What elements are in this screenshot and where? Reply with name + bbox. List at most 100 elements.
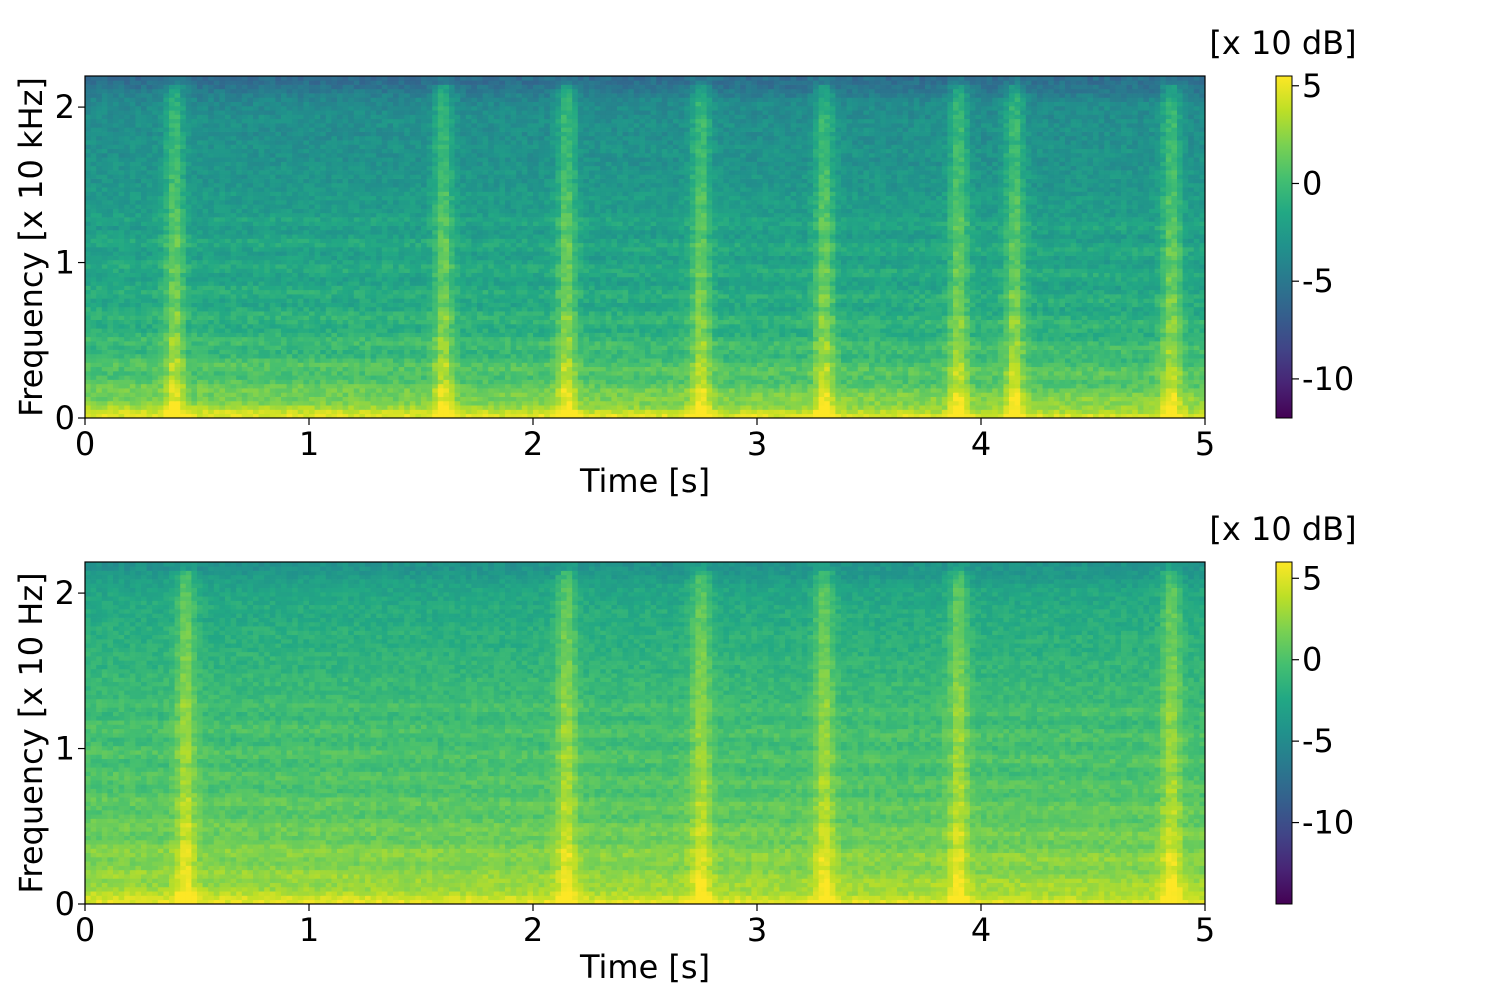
x-axis-label-1: Time [s]: [579, 462, 710, 500]
spectrogram-row: [85, 839, 1205, 845]
spectrogram-row: [85, 617, 1205, 623]
spectrogram-row: [85, 660, 1205, 665]
spectrogram-row: [85, 741, 1205, 747]
spectrogram-row: [85, 221, 1205, 226]
spectrogram-row: [85, 827, 1205, 832]
spectrogram-row: [85, 311, 1205, 316]
spectrogram-row: [85, 375, 1205, 380]
spectrogram-row: [85, 388, 1205, 393]
spectrogram-row: [85, 298, 1205, 303]
spectrogram-row: [85, 668, 1205, 674]
spectrogram-row: [85, 396, 1205, 402]
spectrogram-row: [85, 289, 1205, 295]
spectrogram-row: [85, 118, 1205, 124]
spectrogram-row: [85, 767, 1205, 772]
spectrogram-row: [85, 259, 1205, 265]
spectrogram-row: [85, 750, 1205, 755]
spectrogram-row: [85, 844, 1205, 849]
spectrogram-row: [85, 93, 1205, 98]
plot-frame-1: [84, 75, 1206, 419]
spectrogram-row: [85, 656, 1205, 661]
y-tick-label: 0: [55, 885, 75, 923]
spectrogram-row: [85, 157, 1205, 162]
spectrogram-row: [85, 707, 1205, 712]
spectrogram-row: [85, 255, 1205, 261]
spectrogram-row: [85, 182, 1205, 188]
spectrogram-row: [85, 835, 1205, 841]
spectrogram-row: [85, 694, 1205, 700]
spectrogram-row: [85, 276, 1205, 282]
spectrogram-row: [85, 805, 1205, 811]
y-axis-label-2: Frequency [x 10 Hz]: [12, 572, 50, 893]
spectrogram-row: [85, 110, 1205, 115]
colorbar-1: [1275, 75, 1293, 419]
spectrogram-row: [85, 861, 1205, 866]
x-tick-label: 3: [747, 911, 767, 949]
spectrogram-row: [85, 591, 1205, 597]
spectrogram-row: [85, 105, 1205, 111]
spectrogram-row: [85, 762, 1205, 768]
spectrogram-row: [85, 281, 1205, 286]
spectrogram-row: [85, 681, 1205, 687]
spectrogram-row: [85, 229, 1205, 235]
spectrogram-row: [85, 217, 1205, 222]
y-tick-label: 2: [55, 574, 75, 612]
spectrogram-row: [85, 788, 1205, 794]
spectrogram-row: [85, 797, 1205, 802]
spectrogram-row: [85, 336, 1205, 342]
spectrogram-row: [85, 733, 1205, 738]
colorbar-label-2: [x 10 dB]: [1209, 510, 1356, 548]
y-tick-label: 1: [55, 730, 75, 768]
spectrogram-row: [85, 225, 1205, 231]
spectrogram-row: [85, 792, 1205, 798]
spectrogram-row: [85, 604, 1205, 610]
spectrogram-row: [85, 400, 1205, 406]
spectrogram-row: [85, 131, 1205, 137]
colorbar-2: [1275, 561, 1293, 905]
spectrogram-row: [85, 865, 1205, 871]
spectrogram-row: [85, 570, 1205, 576]
spectrogram-row: [85, 775, 1205, 781]
spectrogram-row: [85, 178, 1205, 184]
spectrogram-row: [85, 319, 1205, 325]
spectrogram-row: [85, 140, 1205, 145]
x-tick-label: 0: [75, 911, 95, 949]
spectrogram-row: [85, 895, 1205, 901]
spectrogram-row: [85, 626, 1205, 631]
spectrogram-row: [85, 587, 1205, 593]
spectrogram-row: [85, 195, 1205, 201]
x-tick-label: 2: [523, 425, 543, 463]
spectrogram-row: [85, 76, 1205, 81]
x-tick-label: 3: [747, 425, 767, 463]
plot-frame-2: [84, 561, 1206, 905]
spectrogram-row: [85, 345, 1205, 350]
spectrogram-row: [85, 409, 1205, 415]
spectrogram-row: [85, 664, 1205, 670]
spectrogram-row: [85, 332, 1205, 338]
x-tick-label: 1: [299, 911, 319, 949]
spectrogram-row: [85, 370, 1205, 376]
spectrogram-row: [85, 323, 1205, 329]
colorbar-tick-label: -5: [1302, 262, 1334, 300]
x-tick-label: 4: [971, 911, 991, 949]
spectrogram-row: [85, 583, 1205, 588]
spectrogram-row: [85, 114, 1205, 120]
spectrogram-row: [85, 383, 1205, 389]
colorbar-tick-label: 0: [1302, 164, 1322, 202]
spectrogram-row: [85, 600, 1205, 606]
spectrogram-row: [85, 362, 1205, 368]
y-axis-label-1: Frequency [x 10 kHz]: [12, 77, 50, 417]
y-tick-label: 2: [55, 88, 75, 126]
spectrogram-row: [85, 566, 1205, 571]
y-tick-label: 1: [55, 244, 75, 282]
spectrogram-row: [85, 238, 1205, 244]
spectrogram-row: [85, 242, 1205, 248]
colorbar-tick-label: 0: [1302, 641, 1322, 679]
spectrogram-row: [85, 899, 1205, 904]
spectrogram-row: [85, 848, 1205, 854]
spectrogram-row: [85, 677, 1205, 683]
spectrogram-image-1: [85, 76, 1205, 418]
spectrogram-row: [85, 161, 1205, 167]
spectrogram-row: [85, 690, 1205, 695]
spectrogram-row: [85, 647, 1205, 653]
